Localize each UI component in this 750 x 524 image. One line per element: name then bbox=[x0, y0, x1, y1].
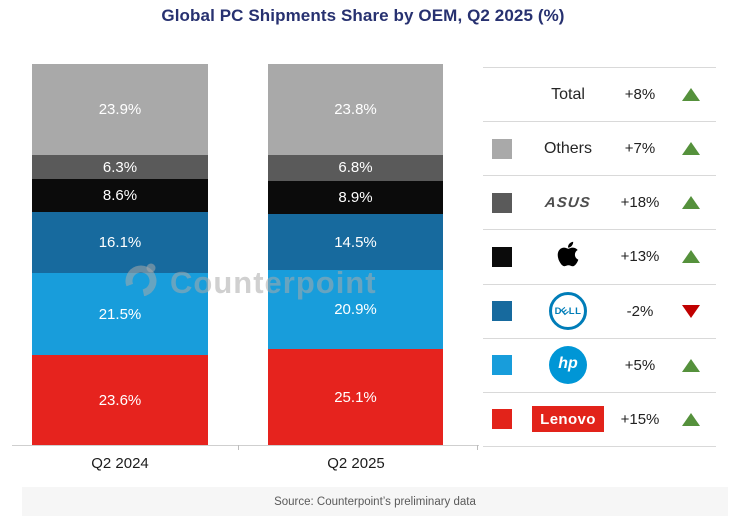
legend-name-cell bbox=[521, 240, 615, 273]
dell-change-value: -2% bbox=[626, 302, 654, 320]
segment-hp-q2-2025: 20.9% bbox=[268, 269, 443, 350]
up-triangle-icon bbox=[681, 142, 700, 156]
legend-name-cell: hp bbox=[521, 346, 615, 385]
segment-value-label: 6.3% bbox=[102, 158, 138, 176]
asus-change-value: +18% bbox=[620, 194, 660, 212]
dell-logo-letter: L bbox=[575, 305, 582, 317]
legend-name-cell: Lenovo bbox=[521, 406, 615, 433]
source-bar: Source: Counterpoint’s preliminary data bbox=[22, 487, 728, 516]
x-label-q2-2024: Q2 2024 bbox=[91, 455, 149, 472]
others-color-swatch bbox=[492, 138, 512, 159]
legend-swatch-cell bbox=[483, 301, 521, 322]
legend-row-lenovo: Lenovo +15% bbox=[483, 393, 716, 447]
apple-change-value: +13% bbox=[620, 248, 660, 266]
legend-row-others: Others +7% bbox=[483, 122, 716, 177]
apple-logo-icon bbox=[557, 240, 579, 273]
segment-asus-q2-2025: 6.8% bbox=[268, 154, 443, 181]
up-triangle-icon bbox=[681, 196, 700, 210]
up-triangle-icon bbox=[681, 358, 700, 372]
legend-trend-cell bbox=[665, 196, 716, 210]
segment-apple-q2-2025: 8.9% bbox=[268, 180, 443, 215]
segment-value-label: 23.8% bbox=[334, 100, 377, 118]
legend-trend-cell bbox=[665, 142, 716, 156]
legend-row-hp: hp +5% bbox=[483, 339, 716, 393]
chart-title: Global PC Shipments Share by OEM, Q2 202… bbox=[161, 6, 565, 25]
legend-name-cell: Total bbox=[521, 86, 615, 104]
apple-color-swatch bbox=[492, 246, 512, 267]
segment-dell-q2-2024: 16.1% bbox=[32, 211, 208, 274]
legend-row-dell: D E L L -2% bbox=[483, 285, 716, 339]
lenovo-logo: Lenovo bbox=[532, 406, 604, 433]
segment-value-label: 21.5% bbox=[98, 305, 142, 323]
others-change-value: +7% bbox=[624, 140, 656, 158]
segment-hp-q2-2024: 21.5% bbox=[32, 273, 208, 356]
hp-color-swatch bbox=[492, 355, 512, 376]
legend-trend-cell bbox=[665, 250, 716, 264]
segment-value-label: 23.9% bbox=[98, 101, 142, 119]
others-label: Others bbox=[543, 139, 592, 157]
up-triangle-icon bbox=[681, 88, 700, 102]
asus-logo: ASUS bbox=[544, 194, 592, 211]
axis-tick-mid bbox=[238, 445, 239, 450]
stacked-bar-q2-2024: 23.9% 6.3% 8.6% 16.1% 21.5% 23.6% bbox=[32, 64, 208, 445]
down-triangle-icon bbox=[681, 304, 700, 318]
segment-lenovo-q2-2024: 23.6% bbox=[32, 355, 208, 445]
segment-value-label: 25.1% bbox=[334, 388, 377, 406]
legend-swatch-cell bbox=[483, 355, 521, 376]
hp-logo: hp bbox=[549, 346, 587, 385]
dell-logo-letter: L bbox=[568, 305, 576, 317]
segment-others-q2-2025: 23.8% bbox=[268, 64, 443, 155]
legend-trend-cell bbox=[665, 412, 716, 426]
legend-trend-cell bbox=[665, 88, 716, 102]
axis-tick-right bbox=[477, 445, 478, 450]
segment-others-q2-2024: 23.9% bbox=[32, 64, 208, 156]
source-text: Source: Counterpoint’s preliminary data bbox=[274, 495, 476, 508]
segment-lenovo-q2-2025: 25.1% bbox=[268, 349, 443, 445]
segment-value-label: 8.9% bbox=[338, 189, 373, 207]
legend-row-total: Total +8% bbox=[483, 68, 716, 123]
legend-row-asus: ASUS +18% bbox=[483, 176, 716, 231]
lenovo-color-swatch bbox=[492, 409, 512, 430]
legend-swatch-cell bbox=[483, 192, 521, 213]
segment-asus-q2-2024: 6.3% bbox=[32, 155, 208, 180]
legend-swatch-cell bbox=[483, 409, 521, 430]
legend-name-cell: Others bbox=[521, 140, 615, 158]
x-label-q2-2025: Q2 2025 bbox=[327, 455, 385, 472]
segment-apple-q2-2024: 8.6% bbox=[32, 179, 208, 212]
legend-swatch-cell bbox=[483, 246, 521, 267]
up-triangle-icon bbox=[681, 412, 700, 426]
lenovo-change-value: +15% bbox=[620, 410, 660, 428]
segment-value-label: 8.6% bbox=[102, 186, 138, 204]
asus-color-swatch bbox=[492, 192, 512, 213]
up-triangle-icon bbox=[681, 250, 700, 264]
segment-value-label: 6.8% bbox=[338, 159, 373, 177]
segment-value-label: 23.6% bbox=[98, 391, 142, 409]
x-axis-line bbox=[12, 445, 479, 446]
legend-trend-cell bbox=[665, 304, 716, 318]
stacked-bar-q2-2025: 23.8% 6.8% 8.9% 14.5% 20.9% 25.1% bbox=[268, 64, 443, 445]
segment-value-label: 14.5% bbox=[334, 233, 377, 251]
total-change-value: +8% bbox=[624, 86, 656, 104]
legend-swatch-cell bbox=[483, 138, 521, 159]
dell-logo-letter: D bbox=[554, 305, 562, 317]
segment-value-label: 16.1% bbox=[98, 233, 142, 251]
legend-trend-cell bbox=[665, 358, 716, 372]
legend-table: Total +8% Others +7% ASUS +18% +13% D E L L -2% hp +5… bbox=[483, 67, 716, 447]
hp-change-value: +5% bbox=[624, 356, 656, 374]
segment-dell-q2-2025: 14.5% bbox=[268, 214, 443, 270]
dell-color-swatch bbox=[492, 301, 512, 322]
legend-row-apple: +13% bbox=[483, 230, 716, 285]
legend-name-cell: ASUS bbox=[521, 194, 615, 211]
total-label: Total bbox=[551, 85, 585, 103]
segment-value-label: 20.9% bbox=[334, 301, 377, 319]
